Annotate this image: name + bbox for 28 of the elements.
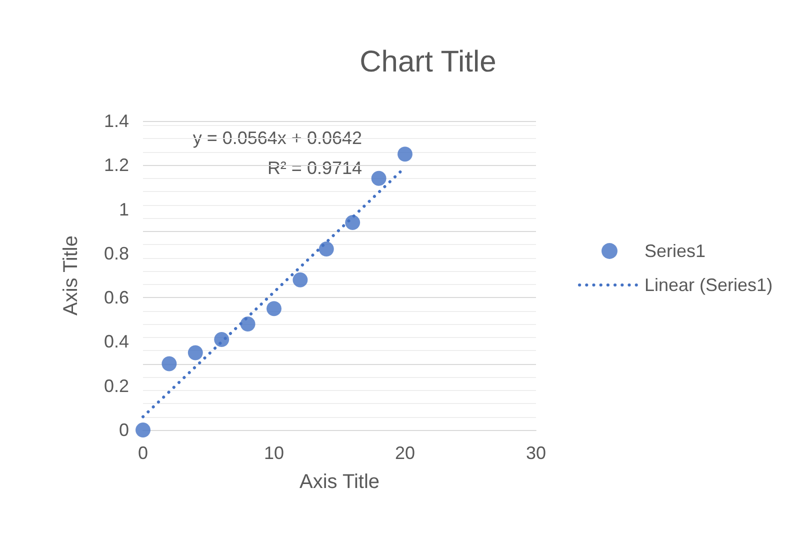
point bbox=[398, 146, 412, 162]
point bbox=[240, 316, 256, 332]
y-tick-label: 0.8 bbox=[104, 243, 129, 264]
legend-label: Series1 bbox=[644, 241, 706, 261]
y-tick-label: 0.6 bbox=[104, 288, 129, 308]
y-tick-label: 0 bbox=[118, 420, 129, 440]
x-tick-label: 30 bbox=[526, 443, 546, 463]
point bbox=[188, 345, 203, 360]
y-tick-label: 1.2 bbox=[104, 155, 129, 176]
x-tick-label: 20 bbox=[394, 443, 416, 463]
point bbox=[292, 272, 308, 288]
x-tick-label: 10 bbox=[264, 443, 284, 463]
y-tick-label: 0.4 bbox=[104, 332, 129, 352]
x-tick-label: 0 bbox=[138, 443, 148, 463]
point bbox=[266, 301, 282, 316]
y-axis-title: Axis Title bbox=[60, 235, 82, 316]
point bbox=[371, 170, 386, 186]
chart-title: Chart Title bbox=[360, 46, 496, 78]
y-tick-label: 0.2 bbox=[104, 376, 129, 396]
legend-label: Linear (Series1) bbox=[644, 275, 773, 295]
y-tick-label: 1 bbox=[118, 199, 129, 220]
point bbox=[214, 332, 230, 348]
point bbox=[162, 356, 177, 372]
point bbox=[136, 422, 150, 438]
x-axis-title: Axis Title bbox=[299, 471, 380, 493]
point bbox=[318, 242, 334, 257]
y-tick-label: 1.4 bbox=[104, 111, 129, 131]
point bbox=[345, 215, 360, 230]
